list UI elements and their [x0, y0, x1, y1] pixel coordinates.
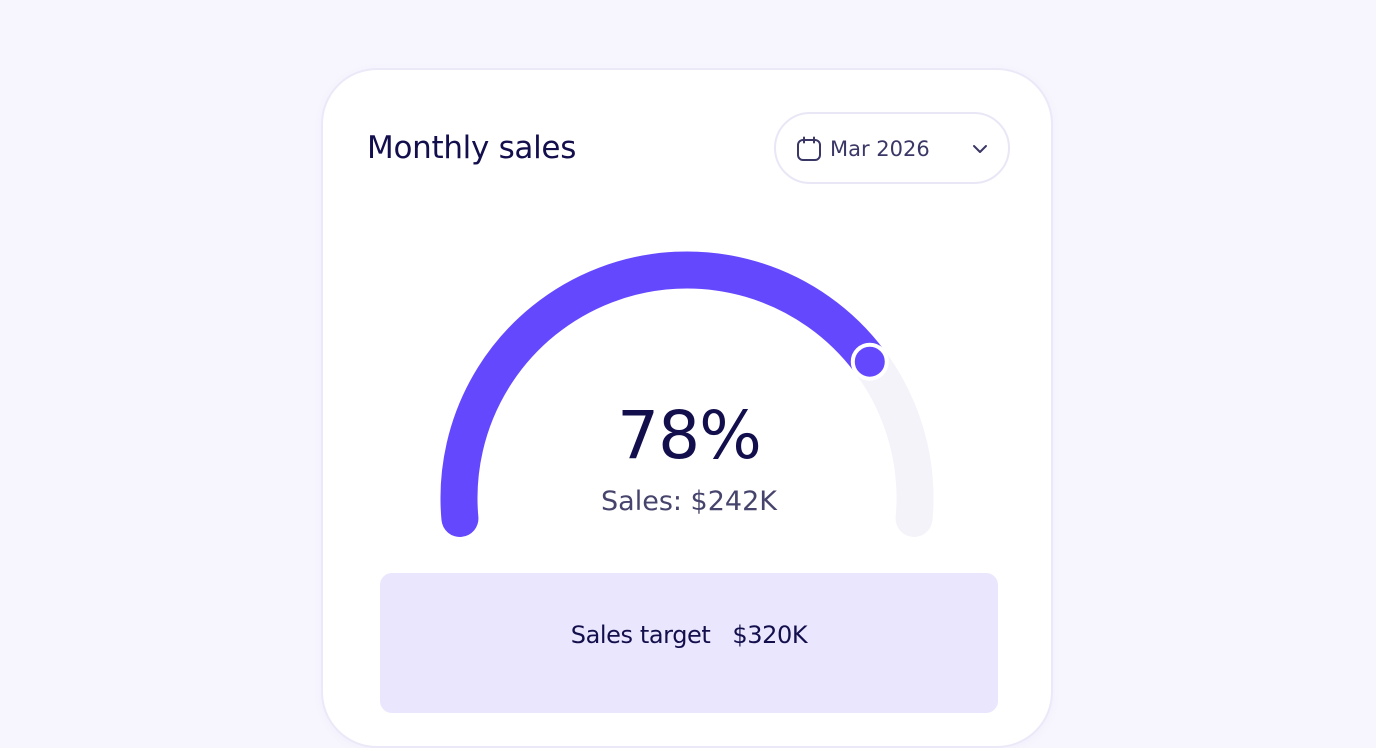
gauge-fill: [440, 251, 889, 537]
card-title: Monthly sales: [367, 130, 577, 166]
gauge-track: [440, 251, 934, 537]
monthly-sales-card: Monthly sales Mar 2026 78% Sales: $242K …: [321, 68, 1053, 748]
sales-target-value: $320K: [732, 621, 808, 649]
chevron-down-icon: [973, 145, 987, 153]
month-select[interactable]: Mar 2026: [774, 112, 1010, 184]
calendar-icon: [797, 136, 821, 161]
sales-value: Sales: $242K: [601, 486, 777, 517]
gauge-percent: 78%: [617, 397, 762, 474]
sales-target-label: Sales target: [570, 621, 711, 649]
gauge-knob[interactable]: [850, 342, 889, 381]
sales-target-panel: Sales target $320K: [380, 573, 998, 713]
selected-month: Mar 2026: [830, 137, 930, 161]
sales-gauge: [440, 251, 934, 537]
